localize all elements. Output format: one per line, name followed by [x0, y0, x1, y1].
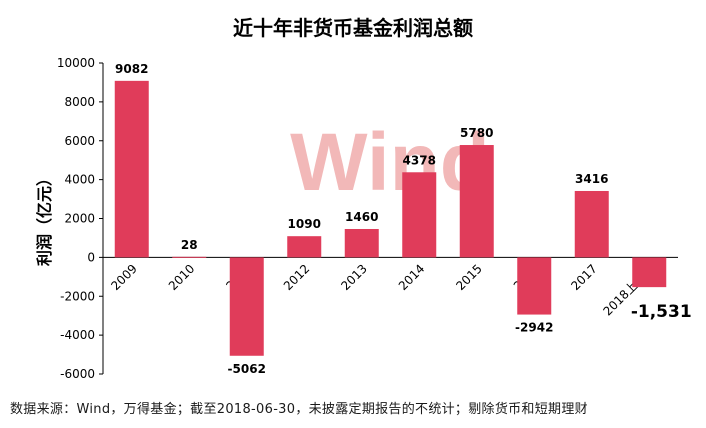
bar [574, 190, 609, 258]
y-tick-label: 4000 [64, 173, 95, 187]
source-note: 数据来源：Wind，万得基金；截至2018-06-30，未披露定期报告的不统计；… [10, 402, 588, 417]
bar [459, 145, 494, 258]
bar [229, 257, 264, 356]
y-tick-label: 8000 [64, 95, 95, 109]
bar [287, 236, 322, 258]
y-tick-label: 6000 [64, 134, 95, 148]
watermark: Wind [290, 117, 490, 208]
data-label: -5062 [228, 362, 266, 376]
y-tick-label: -4000 [60, 328, 95, 342]
data-label: 1090 [288, 217, 321, 231]
x-tick-label: 2013 [338, 262, 369, 293]
y-tick-label: -6000 [60, 367, 95, 381]
bars [114, 80, 667, 356]
y-tick-label: 2000 [64, 212, 95, 226]
x-tick-label: 2009 [108, 262, 139, 293]
data-label: 1460 [345, 210, 378, 224]
bar [402, 172, 437, 258]
bar [114, 80, 149, 258]
bar [517, 257, 552, 315]
data-labels: 9082 28 -5062 1090 1460 4378 5780 -2942 3416 -1,5… [115, 62, 692, 376]
y-tick-label: -2000 [60, 289, 95, 303]
y-tick-label: 10000 [57, 56, 95, 70]
x-tick-label: 2012 [281, 262, 312, 293]
bar [632, 257, 667, 288]
data-label: -2942 [515, 321, 553, 335]
y-tick-label: 0 [87, 250, 95, 264]
chart-title: 近十年非货币基金利润总额 [233, 16, 473, 40]
x-tick-label: 2014 [396, 262, 427, 293]
bar [172, 256, 207, 258]
x-tick-label: 2017 [568, 262, 599, 293]
y-axis-label: 利润（亿元） [35, 170, 54, 266]
bar [344, 228, 379, 258]
data-label: 9082 [115, 62, 148, 76]
data-label: 3416 [575, 172, 608, 186]
x-tick-label: 2010 [166, 262, 197, 293]
data-label: 5780 [460, 126, 493, 140]
data-label: -1,531 [631, 302, 692, 322]
data-label: 4378 [403, 153, 436, 167]
x-tick-label: 2015 [453, 262, 484, 293]
data-label: 28 [181, 238, 198, 252]
